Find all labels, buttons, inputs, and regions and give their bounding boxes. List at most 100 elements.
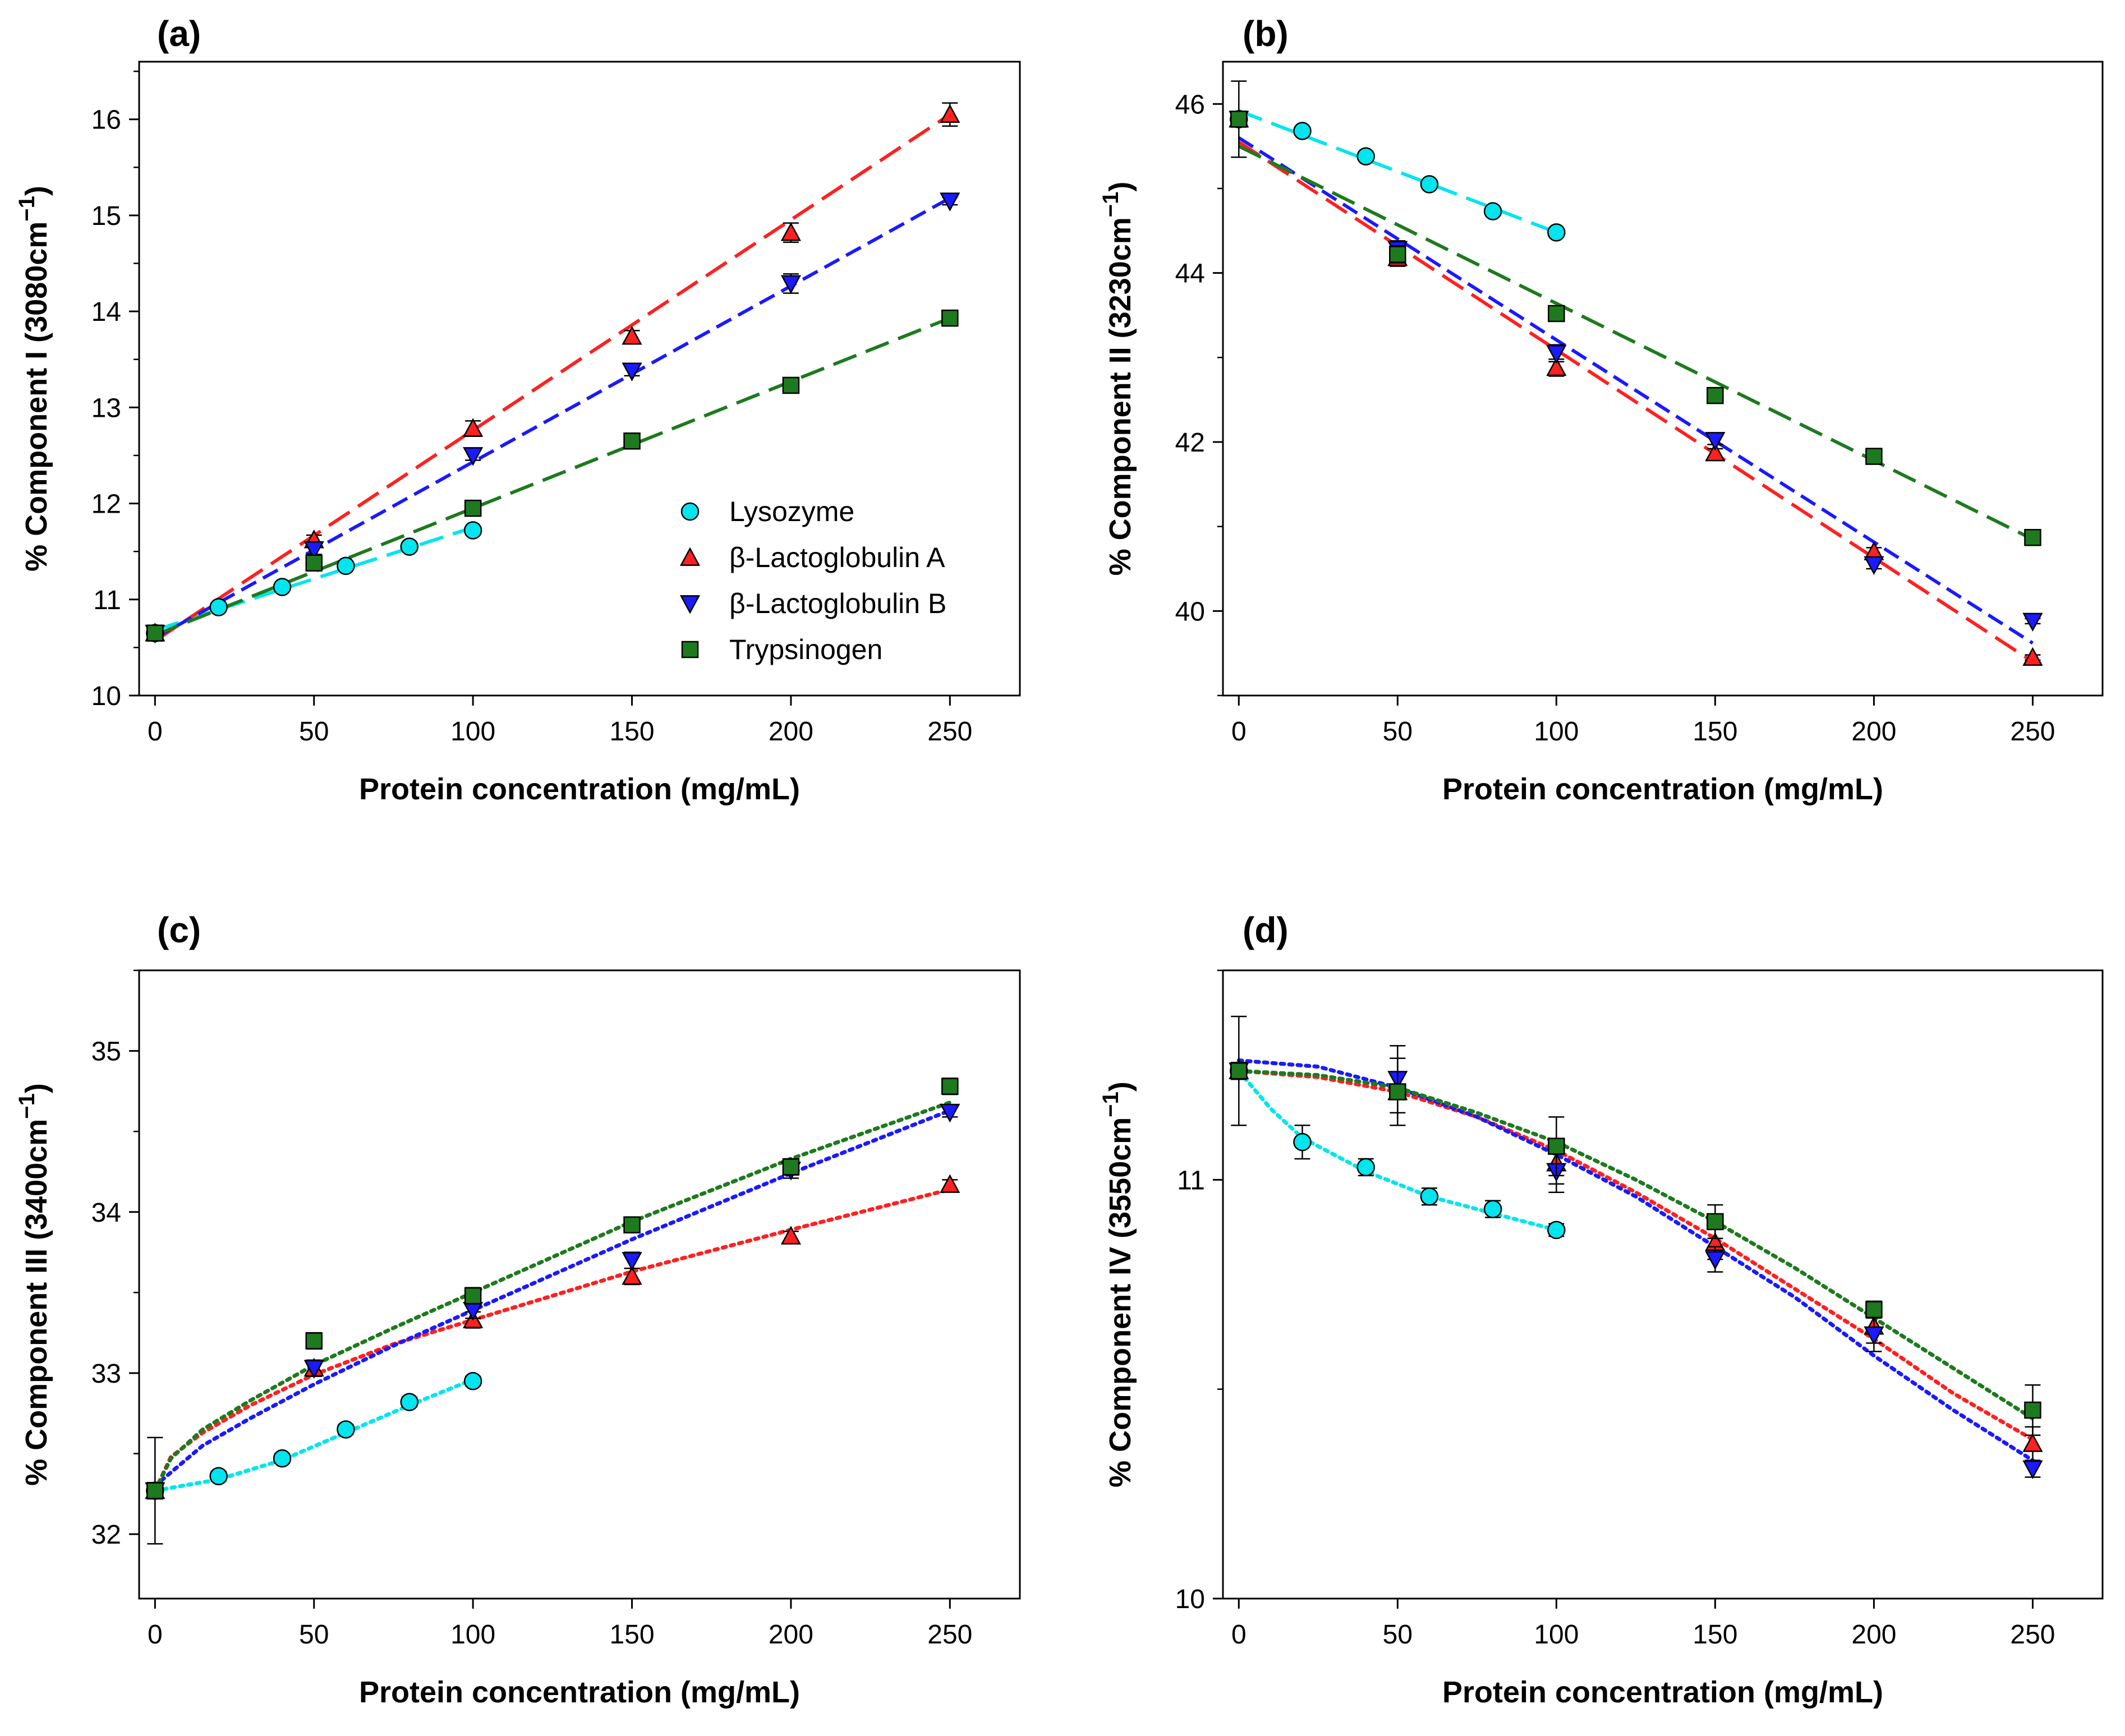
legend-marker-3	[681, 641, 699, 659]
y-tick-label: 15	[91, 201, 121, 231]
x-tick-label: 50	[1383, 1620, 1413, 1650]
x-tick-label: 200	[769, 717, 813, 747]
data-point-a-2-4	[780, 275, 802, 294]
x-tick-label: 150	[1692, 717, 1737, 747]
x-tick-label: 100	[1534, 717, 1579, 747]
y-axis-title-c: % Component III (3400cm−1)	[15, 1083, 53, 1486]
y-tick-label: 12	[91, 490, 121, 519]
x-tick-label: 100	[450, 1620, 495, 1650]
x-tick-label: 250	[927, 717, 972, 747]
data-point-d-0-2	[1356, 1158, 1375, 1177]
data-point-b-0-3	[1420, 175, 1439, 194]
data-point-d-3-4	[1865, 1301, 1883, 1319]
fit-line-d-1	[1236, 1069, 2035, 1442]
legend-label: Trypsinogen	[729, 634, 882, 665]
data-point-b-2-3	[1705, 432, 1726, 451]
panel-label-c: (c)	[157, 910, 201, 950]
data-point-a-1-4	[780, 222, 802, 241]
fit-line-c-1	[153, 1187, 952, 1493]
y-tick-label: 35	[91, 1037, 121, 1067]
data-point-d-0-5	[1547, 1221, 1566, 1240]
fit-line-a-1	[154, 113, 951, 642]
data-point-b-3-0	[1230, 110, 1248, 128]
y-tick-label: 14	[91, 297, 121, 327]
legend-marker-1	[679, 547, 701, 566]
panel-label-b: (b)	[1243, 13, 1289, 54]
data-point-d-0-3	[1420, 1187, 1439, 1206]
x-tick-label: 200	[1851, 1620, 1896, 1650]
data-point-b-0-1	[1293, 122, 1312, 140]
data-point-a-3-4	[782, 376, 800, 394]
legend-label: β-Lactoglobulin B	[729, 588, 946, 619]
plot-frame-c	[138, 969, 1021, 1600]
plot-frame-d	[1222, 969, 2104, 1600]
y-tick-label: 10	[1175, 1585, 1205, 1614]
data-point-d-0-1	[1293, 1132, 1312, 1152]
data-point-a-0-1	[209, 598, 228, 616]
x-tick-label: 100	[450, 717, 495, 747]
data-point-c-3-5	[941, 1077, 959, 1095]
x-tick-label: 0	[1231, 717, 1247, 747]
data-point-b-0-4	[1483, 202, 1502, 220]
data-point-c-2-5	[940, 1103, 960, 1123]
data-point-a-3-2	[464, 499, 482, 517]
panel-label-a: (a)	[157, 13, 201, 54]
y-tick-label: 16	[91, 105, 121, 135]
fit-line-d-2	[1236, 1058, 2035, 1463]
data-point-b-3-1	[1389, 246, 1406, 263]
y-tick-label: 10	[91, 681, 121, 711]
x-tick-label: 250	[2010, 717, 2055, 747]
data-point-d-3-5	[2024, 1401, 2041, 1419]
data-point-a-0-4	[400, 537, 419, 556]
y-tick-label: 46	[1175, 90, 1205, 119]
fit-line-b-1	[1238, 140, 2034, 664]
legend-label: Lysozyme	[729, 496, 854, 527]
data-point-c-2-1	[303, 1360, 324, 1379]
data-point-d-2-5	[2022, 1460, 2043, 1480]
x-tick-label: 50	[299, 717, 329, 747]
data-point-c-0-2	[273, 1449, 292, 1468]
x-tick-label: 150	[1692, 1620, 1737, 1650]
data-point-c-0-4	[400, 1393, 419, 1411]
legend-marker-2	[679, 595, 701, 614]
fit-line-b-3	[1238, 145, 2034, 541]
x-tick-label: 50	[1383, 717, 1413, 747]
data-point-c-3-3	[623, 1216, 641, 1233]
data-point-b-2-5	[2022, 613, 2043, 632]
data-point-d-0-4	[1483, 1200, 1502, 1218]
data-point-a-1-3	[622, 326, 642, 345]
data-point-a-0-3	[337, 556, 355, 575]
legend: Lysozyme β-Lactoglobulin A β-Lactoglobulin…	[679, 496, 946, 665]
y-axis-title-d: % Component IV (3550cm−1)	[1098, 1081, 1137, 1488]
x-axis-title-b: Protein concentration (mg/mL)	[1442, 772, 1883, 806]
y-tick-label: 34	[91, 1198, 121, 1228]
x-tick-label: 200	[1851, 717, 1896, 747]
data-point-d-2-4	[1864, 1326, 1884, 1346]
data-point-a-2-5	[940, 192, 960, 211]
x-tick-label: 150	[609, 1620, 654, 1650]
fit-line-c-3	[153, 1100, 952, 1493]
x-tick-label: 150	[609, 717, 654, 747]
fit-line-b-0	[1238, 109, 1557, 234]
data-point-b-2-4	[1864, 556, 1884, 575]
y-tick-label: 40	[1175, 597, 1205, 627]
y-tick-label: 33	[91, 1359, 121, 1389]
x-tick-label: 200	[769, 1620, 813, 1650]
data-point-c-3-4	[782, 1158, 800, 1176]
y-axis-title-b: % Component II (3230cm−1)	[1098, 182, 1137, 576]
data-point-d-3-0	[1230, 1062, 1248, 1080]
data-point-d-1-5	[2022, 1433, 2043, 1452]
panel-b: (b) 0 50 100 150 200 250 40 42 44 46 Protein concen…	[1098, 13, 2104, 806]
data-point-c-3-1	[305, 1332, 323, 1350]
data-point-c-1-3	[622, 1266, 642, 1285]
data-point-c-2-3	[622, 1252, 642, 1271]
x-tick-label: 0	[148, 1620, 163, 1650]
x-axis-title-d: Protein concentration (mg/mL)	[1442, 1675, 1883, 1709]
data-point-a-0-2	[273, 578, 292, 596]
data-point-c-3-2	[464, 1287, 482, 1305]
y-tick-label: 44	[1175, 259, 1205, 289]
data-point-b-0-5	[1547, 223, 1566, 242]
legend-label: β-Lactoglobulin A	[729, 542, 945, 573]
data-point-c-1-5	[940, 1174, 960, 1193]
x-axis-title-c: Protein concentration (mg/mL)	[359, 1675, 800, 1709]
